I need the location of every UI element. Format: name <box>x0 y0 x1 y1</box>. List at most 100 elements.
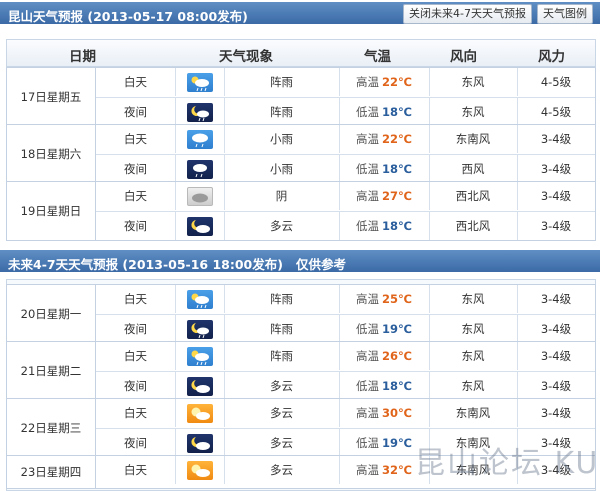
forecast-row-night: 夜间 阵雨 低温 18℃ 东风 4-5级 <box>96 97 595 126</box>
temp-value: 25℃ <box>382 292 412 306</box>
column-header-temp: 气温 <box>364 49 391 65</box>
wind-power: 3-4级 <box>540 219 572 233</box>
forecast-row-day: 白天 阴 高温 27℃ 西北风 3-4级 <box>96 182 595 210</box>
date-cell: 17日星期五 <box>7 68 96 126</box>
shower-night-icon <box>186 319 213 339</box>
forecast-row-day: 白天 阵雨 高温 25℃ 东风 3-4级 <box>96 285 595 313</box>
extended-forecast-title: 未来4-7天天气预报 (2013-05-16 18:00发布) 仅供参考 <box>8 257 347 272</box>
wind-power: 3-4级 <box>540 132 572 146</box>
weather-icon-cell <box>175 399 225 427</box>
cloudy-night-icon <box>186 376 213 396</box>
period-label: 白天 <box>96 399 176 427</box>
temperature: 高温 26℃ <box>339 342 430 370</box>
date-cell: 18日星期六 <box>7 125 96 183</box>
wind-direction: 东风 <box>429 315 518 343</box>
wind-direction: 东南风 <box>429 125 518 153</box>
wind-direction: 西风 <box>429 155 518 183</box>
temp-value: 18℃ <box>382 162 412 176</box>
wind-direction: 西北风 <box>429 212 518 240</box>
day-group: 17日星期五 白天 阵雨 高温 22℃ 东风 4-5级 夜间 阵雨 低温 18℃… <box>6 67 596 127</box>
wind-direction: 东南风 <box>429 456 518 484</box>
forecast-row-night: 夜间 小雨 低温 18℃ 西风 3-4级 <box>96 154 595 183</box>
day-group: 20日星期一 白天 阵雨 高温 25℃ 东风 3-4级 夜间 阵雨 低温 19℃… <box>6 284 596 344</box>
wind-direction: 东南风 <box>429 399 518 427</box>
temp-label: 高温 <box>356 75 380 89</box>
weather-desc: 阵雨 <box>224 98 340 126</box>
cloudy-day-icon <box>186 403 213 423</box>
temperature: 低温 18℃ <box>339 372 430 400</box>
day-group: 18日星期六 白天 小雨 高温 22℃ 东南风 3-4级 夜间 小雨 低温 18… <box>6 124 596 184</box>
temperature: 高温 30℃ <box>339 399 430 427</box>
temp-label: 高温 <box>356 132 380 146</box>
weather-desc: 小雨 <box>224 125 340 153</box>
temp-value: 22℃ <box>382 132 412 146</box>
weather-icon-cell <box>175 429 225 457</box>
light-rain-day-icon <box>186 129 213 149</box>
shower-day-icon <box>186 289 213 309</box>
temperature: 高温 25℃ <box>339 285 430 313</box>
shower-day-icon <box>186 346 213 366</box>
temp-label: 高温 <box>356 292 380 306</box>
temp-value: 19℃ <box>382 322 412 336</box>
close-4-7-day-button[interactable]: 关闭未来4-7天天气预报 <box>403 4 532 24</box>
weather-desc: 多云 <box>224 212 340 240</box>
date-cell: 23日星期四 <box>7 456 96 488</box>
wind-power: 4-5级 <box>540 75 572 89</box>
weather-icon-cell <box>175 342 225 370</box>
overcast-icon <box>186 186 213 206</box>
wind-direction: 东风 <box>429 342 518 370</box>
wind-power: 3-4级 <box>540 292 572 306</box>
period-label: 夜间 <box>96 212 176 240</box>
period-label: 夜间 <box>96 429 176 457</box>
temp-label: 低温 <box>356 436 380 450</box>
temp-value: 27℃ <box>382 189 412 203</box>
shower-night-icon <box>186 102 213 122</box>
wind-power: 3-4级 <box>540 189 572 203</box>
column-header-date: 日期 <box>69 49 96 65</box>
weather-icon-cell <box>175 315 225 343</box>
cloudy-night-icon <box>186 216 213 236</box>
temp-value: 30℃ <box>382 406 412 420</box>
wind-direction: 西北风 <box>429 182 518 210</box>
weather-icon-cell <box>175 182 225 210</box>
temperature: 高温 27℃ <box>339 182 430 210</box>
period-label: 夜间 <box>96 372 176 400</box>
wind-power: 3-4级 <box>540 463 572 477</box>
temperature: 高温 22℃ <box>339 125 430 153</box>
column-header-wind-dir: 风向 <box>450 49 477 65</box>
temp-label: 低温 <box>356 219 380 233</box>
wind-power: 3-4级 <box>540 349 572 363</box>
temp-label: 高温 <box>356 349 380 363</box>
forecast-row-night: 夜间 多云 低温 18℃ 东风 3-4级 <box>96 371 595 400</box>
date-cell: 19日星期日 <box>7 182 96 240</box>
wind-power: 3-4级 <box>540 379 572 393</box>
day-group: 21日星期二 白天 阵雨 高温 26℃ 东风 3-4级 夜间 多云 低温 18℃… <box>6 341 596 401</box>
shower-day-icon <box>186 72 213 92</box>
date-cell: 20日星期一 <box>7 285 96 343</box>
wind-direction: 东南风 <box>429 429 518 457</box>
weather-legend-button[interactable]: 天气图例 <box>537 4 593 24</box>
temp-value: 18℃ <box>382 105 412 119</box>
period-label: 白天 <box>96 125 176 153</box>
temperature: 低温 18℃ <box>339 155 430 183</box>
temperature: 高温 32℃ <box>339 456 430 484</box>
weather-icon-cell <box>175 372 225 400</box>
wind-power: 3-4级 <box>540 162 572 176</box>
wind-power: 3-4级 <box>540 406 572 420</box>
date-cell: 21日星期二 <box>7 342 96 400</box>
wind-direction: 东风 <box>429 68 518 96</box>
temperature: 高温 22℃ <box>339 68 430 96</box>
temperature: 低温 19℃ <box>339 429 430 457</box>
column-header-wind-power: 风力 <box>538 49 565 65</box>
forecast-row-night: 夜间 多云 低温 19℃ 东南风 3-4级 <box>96 428 595 457</box>
weather-desc: 阴 <box>224 182 340 210</box>
forecast-row-day: 白天 小雨 高温 22℃ 东南风 3-4级 <box>96 125 595 153</box>
wind-power: 4-5级 <box>540 105 572 119</box>
forecast-row-day: 白天 阵雨 高温 22℃ 东风 4-5级 <box>96 68 595 96</box>
temp-label: 高温 <box>356 463 380 477</box>
temp-value: 32℃ <box>382 463 412 477</box>
period-label: 夜间 <box>96 155 176 183</box>
period-label: 夜间 <box>96 98 176 126</box>
weather-icon-cell <box>175 68 225 96</box>
period-label: 白天 <box>96 285 176 313</box>
